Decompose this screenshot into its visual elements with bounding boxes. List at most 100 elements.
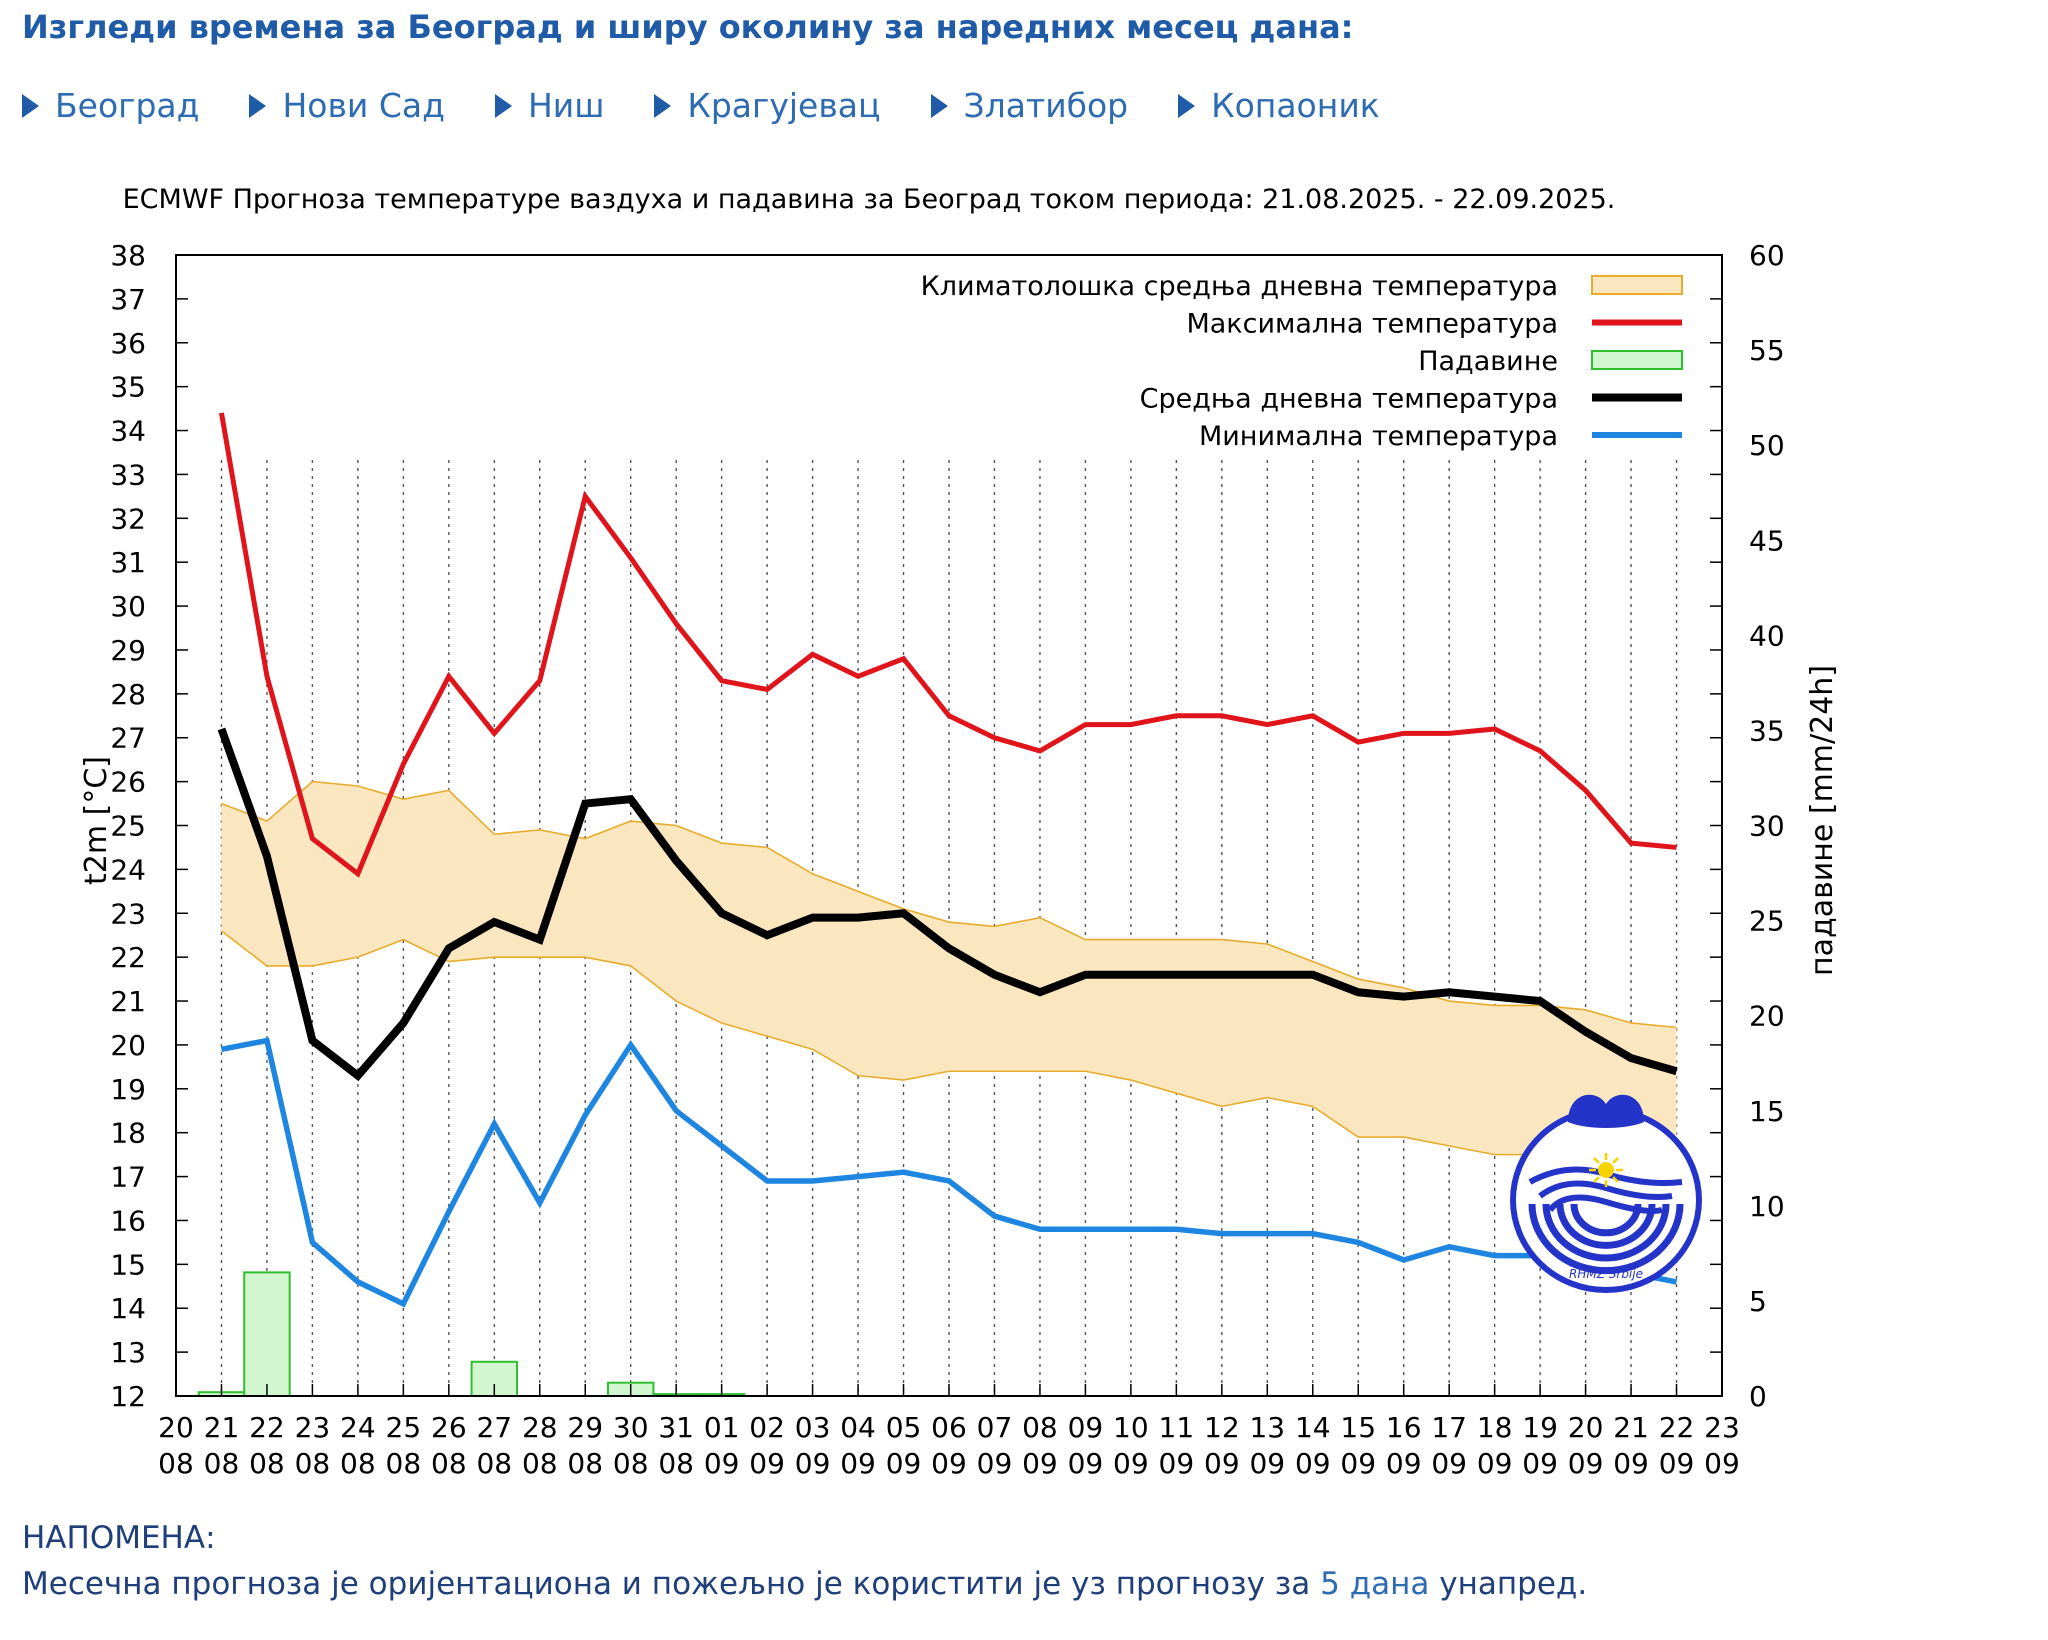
nav-link-5[interactable]: Копаоник <box>1178 86 1380 125</box>
y-tick-label: 12 <box>110 1380 146 1413</box>
y-tick-label: 22 <box>110 941 146 974</box>
x-tick-day: 22 <box>1659 1411 1695 1444</box>
y2-tick-label: 55 <box>1749 334 1785 367</box>
y-tick-label: 19 <box>110 1073 146 1106</box>
forecast-chart: ECMWF Прогноза температуре ваздуха и пад… <box>79 184 1840 1480</box>
x-tick-day: 28 <box>522 1411 558 1444</box>
x-tick-month: 09 <box>1022 1447 1058 1480</box>
chart-title: ECMWF Прогноза температуре ваздуха и пад… <box>123 184 1616 215</box>
y-tick-label: 30 <box>110 590 146 623</box>
x-tick-month: 09 <box>931 1447 967 1480</box>
x-tick-month: 09 <box>1204 1447 1240 1480</box>
nav-link-0[interactable]: Београд <box>22 86 199 125</box>
note-text-before: Месечна прогноза је оријентациона и поже… <box>22 1566 1311 1602</box>
logo-text: RHMZ Srbije <box>1569 1267 1643 1281</box>
city-nav: Београд Нови Сад Ниш Крагујевац Златибор Копа… <box>22 86 1380 125</box>
nav-link-1[interactable]: Нови Сад <box>249 86 445 125</box>
x-tick-day: 10 <box>1113 1411 1149 1444</box>
x-tick-month: 09 <box>749 1447 785 1480</box>
x-tick-month: 09 <box>1249 1447 1285 1480</box>
y-tick-label: 18 <box>110 1117 146 1150</box>
x-tick-month: 08 <box>613 1447 649 1480</box>
logo-wave <box>1547 1194 1663 1214</box>
y2-tick-label: 25 <box>1749 905 1785 938</box>
x-tick-month: 08 <box>476 1447 512 1480</box>
x-tick-day: 31 <box>658 1411 694 1444</box>
x-tick-day: 20 <box>1568 1411 1604 1444</box>
x-tick-month: 08 <box>340 1447 376 1480</box>
legend-label: Максимална температура <box>1186 309 1558 340</box>
x-tick-month: 09 <box>1113 1447 1149 1480</box>
logo-sun-ray <box>1593 1176 1600 1183</box>
x-tick-month: 09 <box>1295 1447 1331 1480</box>
y-tick-label: 17 <box>110 1161 146 1194</box>
nav-link-4[interactable]: Златибор <box>930 86 1129 125</box>
x-tick-day: 09 <box>1068 1411 1104 1444</box>
x-tick-month: 09 <box>1431 1447 1467 1480</box>
nav-link-label: Нови Сад <box>282 86 445 125</box>
nav-link-label: Ниш <box>527 86 605 125</box>
y-tick-label: 23 <box>110 897 146 930</box>
y2-tick-label: 35 <box>1749 714 1785 747</box>
x-tick-day: 18 <box>1477 1411 1513 1444</box>
rhmz-logo-icon: RHMZ Srbije <box>1510 1094 1702 1293</box>
x-tick-day: 24 <box>340 1411 376 1444</box>
y-tick-label: 15 <box>110 1248 146 1281</box>
y-tick-label: 38 <box>110 239 146 272</box>
x-tick-month: 08 <box>295 1447 331 1480</box>
y-tick-label: 37 <box>110 283 146 316</box>
y-tick-label: 34 <box>110 415 146 448</box>
y-tick-label: 16 <box>110 1204 146 1237</box>
arrow-right-icon <box>654 93 672 118</box>
nav-link-label: Копаоник <box>1211 86 1380 125</box>
x-tick-day: 22 <box>249 1411 285 1444</box>
nav-link-label: Београд <box>55 86 200 125</box>
y2-tick-label: 15 <box>1749 1095 1785 1128</box>
y2-axis-label: падавине [mm/24h] <box>1805 665 1840 976</box>
y-tick-label: 33 <box>110 458 146 491</box>
five-day-forecast-link[interactable]: 5 дана <box>1320 1566 1430 1602</box>
logo-sun-ray <box>1612 1176 1619 1183</box>
y-tick-label: 27 <box>110 722 146 755</box>
x-tick-day: 07 <box>977 1411 1013 1444</box>
x-tick-day: 26 <box>431 1411 467 1444</box>
arrow-right-icon <box>1178 93 1196 118</box>
x-tick-month: 09 <box>1386 1447 1422 1480</box>
page-heading: Изгледи времена за Београд и ширу околин… <box>22 8 1354 46</box>
logo-sun-ray <box>1593 1157 1600 1164</box>
x-tick-month: 09 <box>1568 1447 1604 1480</box>
x-tick-day: 01 <box>704 1411 740 1444</box>
y-tick-label: 29 <box>110 634 146 667</box>
x-tick-month: 09 <box>840 1447 876 1480</box>
legend-label: Падавине <box>1418 346 1558 377</box>
x-tick-day: 19 <box>1522 1411 1558 1444</box>
nav-link-3[interactable]: Крагујевац <box>654 86 881 125</box>
x-tick-day: 16 <box>1386 1411 1422 1444</box>
x-tick-month: 09 <box>1340 1447 1376 1480</box>
y-tick-label: 24 <box>110 853 146 886</box>
x-tick-month: 08 <box>431 1447 467 1480</box>
nav-link-2[interactable]: Ниш <box>494 86 605 125</box>
arrow-right-icon <box>494 93 512 118</box>
y2-tick-label: 40 <box>1749 619 1785 652</box>
logo-wave <box>1538 1180 1673 1200</box>
y2-tick-label: 20 <box>1749 1000 1785 1033</box>
x-tick-day: 29 <box>567 1411 603 1444</box>
x-tick-month: 09 <box>1704 1447 1740 1480</box>
x-tick-month: 09 <box>1477 1447 1513 1480</box>
x-tick-day: 11 <box>1159 1411 1195 1444</box>
nav-link-label: Златибор <box>963 86 1129 125</box>
x-tick-month: 08 <box>158 1447 194 1480</box>
y-tick-label: 14 <box>110 1292 146 1325</box>
x-tick-month: 09 <box>1522 1447 1558 1480</box>
logo-sun-ray <box>1612 1157 1619 1164</box>
arrow-right-icon <box>930 93 948 118</box>
x-tick-month: 08 <box>658 1447 694 1480</box>
y-tick-label: 20 <box>110 1029 146 1062</box>
nav-link-label: Крагујевац <box>687 86 881 125</box>
x-tick-month: 08 <box>249 1447 285 1480</box>
y2-tick-label: 0 <box>1749 1380 1767 1413</box>
x-tick-day: 04 <box>840 1411 876 1444</box>
x-tick-day: 14 <box>1295 1411 1331 1444</box>
x-tick-day: 03 <box>795 1411 831 1444</box>
